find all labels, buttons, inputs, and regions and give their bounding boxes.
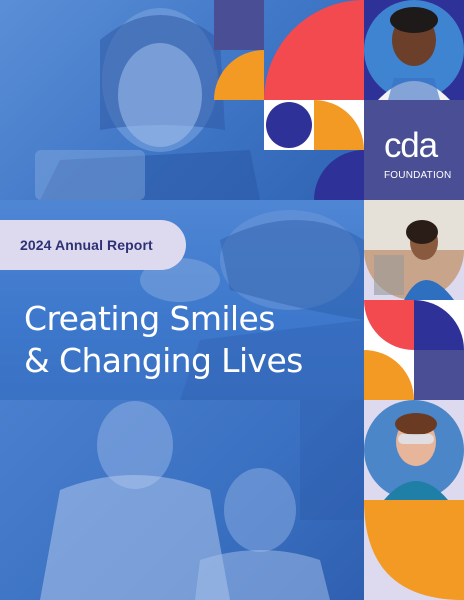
decor-orange-half: [314, 100, 364, 150]
decor-purple-square: [214, 0, 264, 50]
circle-photo-teen-girl: [364, 200, 464, 300]
report-year-tag: 2024 Annual Report: [0, 220, 186, 270]
headline-line-1: Creating Smiles: [24, 299, 275, 338]
decor-orange-quarter: [214, 50, 264, 100]
decor-coral-quarter: [264, 0, 364, 100]
report-year-label: 2024 Annual Report: [20, 237, 153, 253]
decor-navy-circle: [264, 100, 314, 150]
logo-mark: cda: [384, 126, 438, 165]
decor-quarters-tile: [364, 300, 464, 400]
decor-orange-fill: [364, 500, 464, 600]
cover-headline: Creating Smiles & Changing Lives: [24, 298, 354, 382]
decor-navy-quarter: [314, 150, 364, 200]
headline-line-2: & Changing Lives: [24, 341, 303, 380]
circle-photo-boy: [364, 0, 464, 100]
cda-foundation-logo: cda FOUNDATION: [364, 100, 464, 200]
circle-photo-young-man: [364, 400, 464, 500]
logo-subtitle: FOUNDATION: [384, 170, 452, 181]
photo-dentist-and-girl: [0, 400, 364, 600]
decor-lavender-gap: [264, 150, 314, 200]
